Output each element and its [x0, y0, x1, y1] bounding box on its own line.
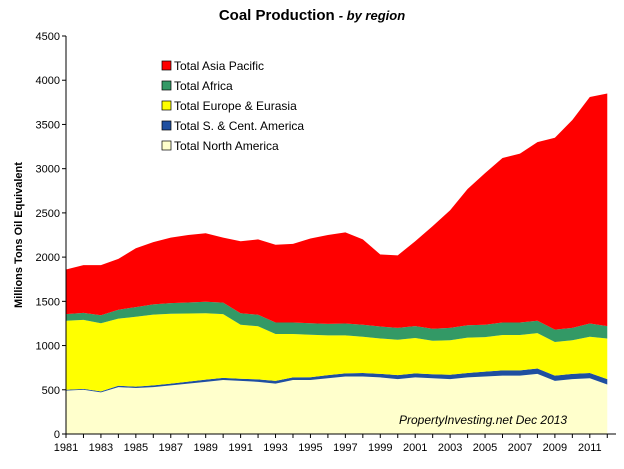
chart-annotation: PropertyInvesting.net Dec 2013 — [399, 413, 567, 427]
legend-label: Total Africa — [174, 79, 233, 93]
y-tick-label: 4000 — [36, 75, 60, 87]
area-series-total-s-cent-america — [66, 368, 608, 393]
x-tick-label: 1993 — [263, 442, 287, 454]
x-tick-label: 1995 — [298, 442, 322, 454]
x-tick-label: 2007 — [508, 442, 532, 454]
y-tick-label: 2000 — [36, 252, 60, 264]
x-tick-label: 2011 — [578, 442, 602, 454]
legend-label: Total S. & Cent. America — [174, 119, 304, 133]
axes: 0 500 1000 1500 2000 2500 3000 3500 4000 4500 1981… — [36, 31, 616, 454]
area-series-total-africa — [66, 301, 608, 343]
x-tick-label: 1997 — [333, 442, 357, 454]
legend-swatch — [161, 120, 172, 131]
x-tick-label: 2005 — [473, 442, 497, 454]
legend-swatch — [161, 80, 172, 91]
x-tick-label: 1991 — [228, 442, 252, 454]
y-tick-label: 3500 — [36, 119, 60, 131]
y-tick-label: 4500 — [36, 31, 60, 43]
x-tick-label: 2009 — [543, 442, 567, 454]
area-layer — [66, 93, 608, 434]
y-axis-label: Millions Tons Oil Equivalent — [13, 162, 25, 308]
legend-label: Total Asia Pacific — [174, 59, 264, 73]
y-tick-label: 2500 — [36, 208, 60, 220]
legend-swatch — [161, 60, 172, 71]
legend-swatch — [161, 100, 172, 111]
legend: Total Asia Pacific Total Africa Total Euro… — [161, 59, 304, 153]
chart-title-main: Coal Production — [219, 7, 335, 24]
chart-title: Coal Production - by region — [219, 7, 405, 24]
x-tick-label: 1985 — [124, 442, 148, 454]
x-tick-label: 1983 — [89, 442, 113, 454]
chart-subtitle: - by region — [339, 8, 406, 23]
x-tick-label: 1999 — [368, 442, 392, 454]
x-tick-label: 1987 — [159, 442, 183, 454]
area-series-total-europe-eurasia — [66, 313, 608, 392]
x-tick-label: 1989 — [193, 442, 217, 454]
y-tick-label: 500 — [42, 385, 60, 397]
area-series-total-north-america — [66, 373, 608, 434]
area-series-total-asia-pacific — [66, 93, 608, 330]
y-tick-label: 1000 — [36, 341, 60, 353]
x-tick-label: 2001 — [403, 442, 427, 454]
legend-swatch — [161, 140, 172, 151]
y-tick-label: 0 — [54, 429, 60, 441]
y-tick-label: 3000 — [36, 164, 60, 176]
x-tick-label: 1981 — [54, 442, 78, 454]
x-tick-label: 2003 — [438, 442, 462, 454]
legend-label: Total North America — [174, 139, 279, 153]
legend-label: Total Europe & Eurasia — [174, 99, 297, 113]
y-tick-label: 1500 — [36, 296, 60, 308]
